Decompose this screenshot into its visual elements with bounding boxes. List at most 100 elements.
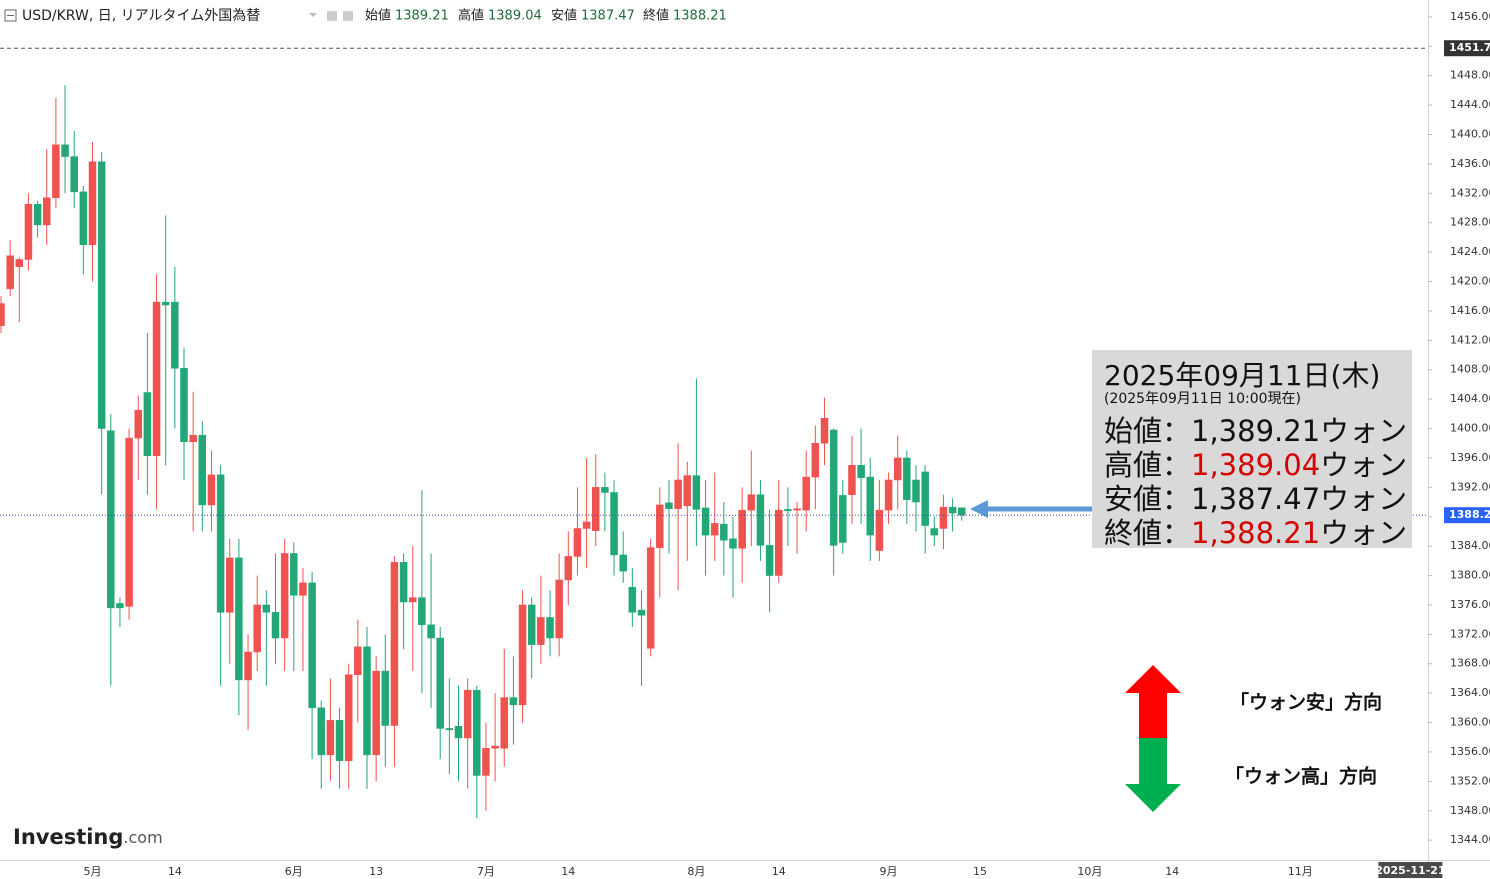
candle-body bbox=[363, 646, 371, 756]
y-tick-label: 1368.00 bbox=[1450, 657, 1490, 670]
y-tick-label: 1440.00 bbox=[1450, 128, 1490, 141]
info-label: 安値： bbox=[1104, 482, 1192, 516]
header-label: 終値 bbox=[643, 8, 669, 24]
collapse-icon[interactable] bbox=[4, 9, 17, 22]
header-label: 安値 bbox=[551, 8, 577, 24]
x-tick-label: 13 bbox=[369, 865, 383, 878]
candle-body bbox=[326, 720, 335, 756]
reference-label: 1451.74 bbox=[1449, 41, 1490, 54]
x-tick-label: 14 bbox=[1165, 865, 1179, 878]
candle-body bbox=[418, 597, 426, 626]
candle-body bbox=[491, 745, 499, 749]
info-value: 1,389.21 bbox=[1191, 414, 1321, 448]
candle-body bbox=[52, 144, 60, 198]
y-tick-label: 1360.00 bbox=[1450, 716, 1490, 729]
candle-body bbox=[564, 556, 573, 581]
candle-body bbox=[893, 457, 902, 481]
info-label: 始値： bbox=[1104, 414, 1192, 448]
candle-body bbox=[546, 617, 554, 639]
dropdown-icon[interactable] bbox=[309, 13, 317, 17]
candle-body bbox=[308, 582, 316, 709]
candle-body bbox=[619, 554, 627, 572]
candle-body bbox=[271, 612, 280, 639]
info-unit: ウォン bbox=[1320, 414, 1408, 448]
candle-body bbox=[24, 204, 33, 260]
down-arrow bbox=[1125, 738, 1181, 812]
candle-body bbox=[784, 509, 792, 512]
header-value: 1389.04 bbox=[488, 9, 542, 24]
candle-body bbox=[473, 689, 481, 776]
candle-body bbox=[0, 303, 5, 326]
header-label: 高値 bbox=[458, 8, 484, 24]
candle-body bbox=[70, 156, 78, 193]
candle-body bbox=[683, 475, 691, 506]
info-row: 終値：1,388.21ウォン bbox=[1104, 510, 1407, 552]
y-tick-label: 1396.00 bbox=[1450, 451, 1490, 464]
candle-body bbox=[802, 476, 810, 511]
info-label: 高値： bbox=[1104, 448, 1192, 482]
candle-body bbox=[775, 509, 783, 576]
candle-body bbox=[427, 624, 435, 639]
y-tick-label: 1456.00 bbox=[1450, 10, 1490, 23]
candle-body bbox=[884, 479, 893, 511]
settings-icon[interactable] bbox=[327, 11, 337, 21]
info-value: 1,389.04 bbox=[1191, 448, 1321, 482]
info-asof: (2025年09月11日 10:00現在) bbox=[1104, 391, 1301, 407]
candle-body bbox=[43, 197, 51, 226]
candle-body bbox=[61, 144, 69, 157]
candle-body bbox=[445, 728, 454, 731]
candle-body bbox=[939, 506, 948, 529]
header-label: 始値 bbox=[365, 8, 391, 24]
candle-body bbox=[290, 553, 298, 596]
candle-body bbox=[216, 474, 225, 613]
candle-body bbox=[226, 557, 234, 613]
candle-body bbox=[903, 457, 911, 501]
info-value: 1,388.21 bbox=[1191, 516, 1321, 550]
candle-body bbox=[409, 597, 417, 603]
info-unit: ウォン bbox=[1320, 516, 1408, 550]
header-value: 1387.47 bbox=[581, 9, 635, 24]
candle-body bbox=[537, 617, 545, 645]
y-tick-label: 1444.00 bbox=[1450, 98, 1490, 111]
x-tick-label: 10月 bbox=[1077, 865, 1102, 878]
candle-body bbox=[729, 538, 737, 549]
settings-icon[interactable] bbox=[343, 11, 353, 21]
direction-label: 「ウォン高」方向 bbox=[1225, 765, 1377, 788]
candle-body bbox=[15, 259, 24, 268]
candle-body bbox=[555, 579, 563, 639]
x-tick-label: 14 bbox=[168, 865, 182, 878]
candle-body bbox=[97, 161, 106, 429]
candle-body bbox=[500, 697, 508, 749]
candle-body bbox=[198, 434, 207, 506]
candle-body bbox=[207, 474, 216, 506]
chart-title: USD/KRW, 日, リアルタイム外国為替 bbox=[22, 8, 260, 24]
candle-body bbox=[436, 637, 444, 729]
x-tick-label: 6月 bbox=[285, 865, 303, 878]
candle-body bbox=[875, 509, 884, 551]
logo: Investing.com bbox=[13, 825, 163, 849]
candle-body bbox=[738, 509, 746, 549]
candle-body bbox=[839, 495, 847, 543]
candle-body bbox=[372, 670, 380, 756]
x-tick-label: 14 bbox=[561, 865, 575, 878]
candle-body bbox=[912, 479, 920, 503]
candle-body bbox=[253, 604, 261, 653]
candle-body bbox=[948, 506, 957, 514]
candle-body bbox=[793, 508, 801, 511]
candle-body bbox=[518, 604, 527, 706]
reference-label-box bbox=[1444, 40, 1490, 57]
candle-body bbox=[262, 604, 271, 613]
candle-body bbox=[509, 697, 518, 706]
candle-body bbox=[646, 547, 655, 649]
y-tick-label: 1400.00 bbox=[1450, 422, 1490, 435]
candle-body bbox=[656, 504, 664, 548]
candle-body bbox=[354, 646, 362, 676]
candle-body bbox=[399, 562, 408, 603]
candle-body bbox=[33, 204, 42, 226]
last-price-label: 1388.21 bbox=[1449, 508, 1490, 521]
candle-body bbox=[244, 651, 252, 681]
candle-body bbox=[454, 725, 463, 739]
candle-body bbox=[710, 523, 719, 536]
candle-body bbox=[829, 429, 838, 546]
y-tick-label: 1432.00 bbox=[1450, 186, 1490, 199]
